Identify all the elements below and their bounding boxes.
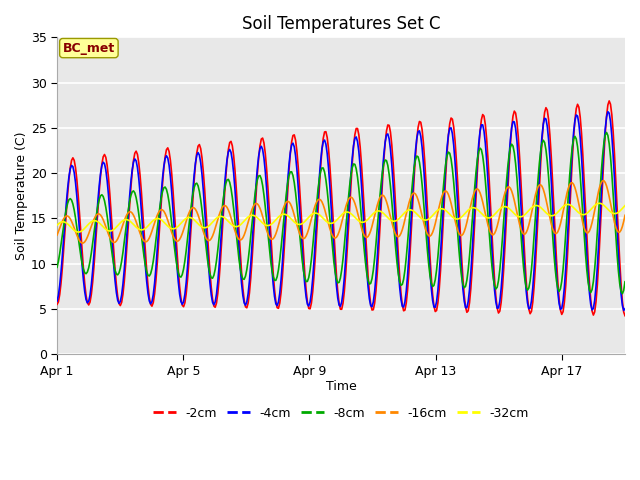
Text: BC_met: BC_met bbox=[63, 42, 115, 55]
Legend: -2cm, -4cm, -8cm, -16cm, -32cm: -2cm, -4cm, -8cm, -16cm, -32cm bbox=[148, 402, 534, 424]
X-axis label: Time: Time bbox=[326, 380, 356, 393]
Title: Soil Temperatures Set C: Soil Temperatures Set C bbox=[242, 15, 440, 33]
Y-axis label: Soil Temperature (C): Soil Temperature (C) bbox=[15, 132, 28, 260]
